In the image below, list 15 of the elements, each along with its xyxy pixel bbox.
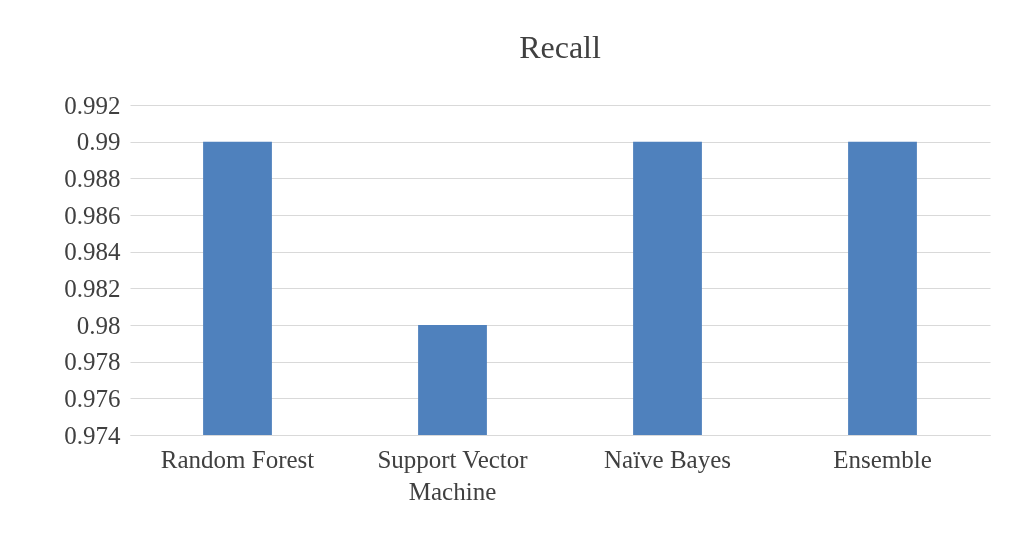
y-tick-label: 0.974 <box>64 421 121 449</box>
x-tick-label: Support Vector Machine <box>377 445 529 505</box>
y-tick-label: 0.976 <box>64 384 121 412</box>
x-tick-label: Ensemble <box>833 445 932 473</box>
y-tick-label: 0.978 <box>64 348 121 376</box>
y-tick-label: 0.99 <box>76 128 121 156</box>
x-tick-label: Naïve Bayes <box>603 445 732 473</box>
x-tick-label: Random Forest <box>160 445 315 473</box>
y-tick-label: 0.98 <box>76 311 121 339</box>
chart-title: Recall <box>519 29 601 65</box>
y-tick-label: 0.982 <box>64 274 121 302</box>
y-tick-label: 0.992 <box>64 91 121 119</box>
y-tick-label: 0.988 <box>64 164 121 192</box>
y-tick-label: 0.986 <box>64 201 121 229</box>
y-tick-label: 0.984 <box>64 238 121 266</box>
